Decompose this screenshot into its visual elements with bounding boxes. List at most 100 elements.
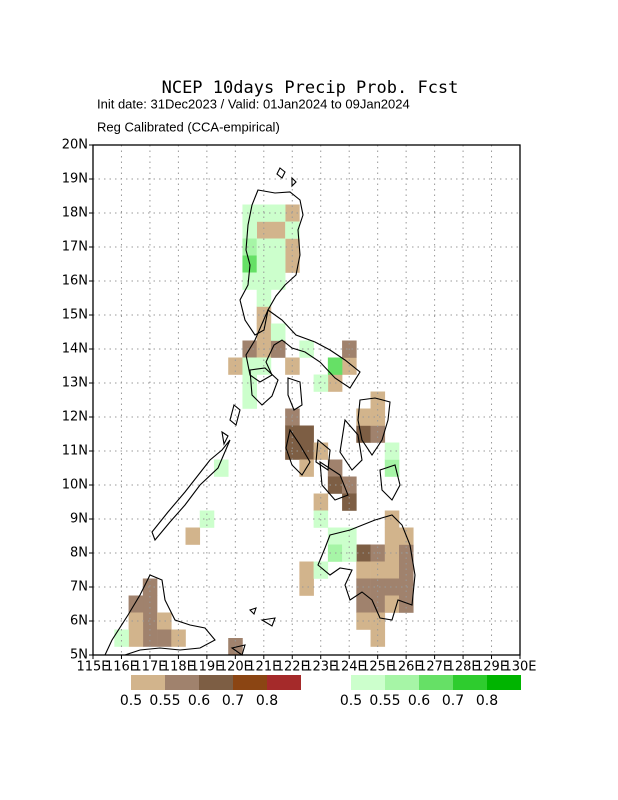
- dry-cell: [399, 561, 414, 579]
- lat-tick-label: 5N: [70, 648, 88, 663]
- wet-cell: [270, 272, 286, 290]
- dry-scale-label: 0.5: [120, 693, 142, 709]
- dry-scale-box: [131, 675, 165, 690]
- dry-cell: [299, 578, 314, 596]
- lon-tick-label: 127E: [418, 660, 451, 675]
- lat-tick-label: 13N: [62, 376, 88, 391]
- dry-cell: [399, 578, 414, 596]
- lat-tick-label: 6N: [70, 614, 88, 629]
- wet-scale-box: [351, 675, 385, 690]
- lat-tick-label: 10N: [62, 478, 88, 493]
- lon-tick-label: 117E: [133, 660, 166, 675]
- wet-cell: [270, 238, 286, 256]
- dry-cell: [142, 578, 158, 596]
- wet-cell: [114, 629, 129, 647]
- dry-scale-box: [267, 675, 301, 690]
- lon-tick-label: 129E: [475, 660, 508, 675]
- dry-cell: [384, 578, 400, 596]
- dry-cell: [142, 595, 158, 613]
- lat-tick-label: 16N: [62, 274, 88, 289]
- map-method: Reg Calibrated (CCA-empirical): [97, 119, 280, 134]
- wet-scale-label: 0.8: [476, 693, 498, 709]
- map-frame: [92, 144, 521, 656]
- wet-cell: [242, 204, 257, 222]
- wet-cell: [213, 459, 229, 477]
- wet-cell: [270, 255, 286, 273]
- dry-cell: [370, 595, 386, 613]
- dry-scale-box: [165, 675, 199, 690]
- dry-cell: [142, 629, 158, 647]
- wet-scale-box: [385, 675, 419, 690]
- lon-tick-label: 128E: [447, 660, 480, 675]
- dry-cell: [285, 255, 300, 273]
- dry-scale-label: 0.7: [222, 693, 244, 709]
- wet-scale-box: [487, 675, 521, 690]
- dry-cell: [299, 442, 314, 460]
- lat-tick-label: 11N: [62, 444, 88, 459]
- dry-cell: [356, 561, 371, 579]
- lat-tick-label: 12N: [62, 410, 88, 425]
- dry-cell: [370, 408, 386, 426]
- dry-scale-box: [233, 675, 267, 690]
- dry-cell: [356, 595, 371, 613]
- wet-cell: [327, 357, 343, 375]
- wet-cell: [242, 221, 257, 239]
- lon-tick-label: 120E: [219, 660, 252, 675]
- wet-cell: [256, 255, 272, 273]
- dry-cell: [128, 612, 144, 630]
- dry-cell: [370, 561, 386, 579]
- lat-tick-label: 19N: [62, 172, 88, 187]
- lon-tick-label: 125E: [361, 660, 394, 675]
- lon-tick-label: 116E: [105, 660, 138, 675]
- wet-cell: [384, 459, 400, 477]
- lon-tick-label: 124E: [333, 660, 366, 675]
- dry-cell: [313, 442, 329, 460]
- dry-scale-label: 0.55: [149, 693, 180, 709]
- wet-scale-box: [419, 675, 453, 690]
- lon-tick-label: 130E: [503, 660, 536, 675]
- lon-tick-label: 123E: [304, 660, 337, 675]
- lat-tick-label: 18N: [62, 206, 88, 221]
- wet-cell: [242, 357, 257, 375]
- wet-cell: [242, 391, 257, 409]
- wet-cell: [299, 340, 314, 358]
- dry-cell: [142, 612, 158, 630]
- wet-cell: [270, 323, 286, 341]
- lon-tick-label: 121E: [247, 660, 280, 675]
- dry-cell: [370, 425, 386, 443]
- lon-tick-label: 118E: [162, 660, 195, 675]
- wet-scale-label: 0.5: [340, 693, 362, 709]
- dry-cell: [384, 527, 400, 545]
- lon-tick-label: 122E: [276, 660, 309, 675]
- wet-cell: [327, 527, 343, 545]
- wet-scale-label: 0.7: [442, 693, 464, 709]
- map-subtitle: Init date: 31Dec2023 / Valid: 01Jan2024 …: [97, 96, 410, 111]
- lon-tick-label: 115E: [76, 660, 109, 675]
- wet-cell: [256, 289, 272, 307]
- lat-tick-label: 15N: [62, 308, 88, 323]
- dry-cell: [399, 595, 414, 613]
- dry-cell: [270, 221, 286, 239]
- dry-cell: [270, 340, 286, 358]
- wet-scale-label: 0.55: [369, 693, 400, 709]
- dry-cell: [370, 391, 386, 409]
- map-title: NCEP 10days Precip Prob. Fcst: [162, 78, 459, 98]
- dry-cell: [370, 612, 386, 630]
- wet-cell: [313, 374, 329, 392]
- wet-cell: [242, 374, 257, 392]
- wet-cell: [242, 272, 257, 290]
- lat-tick-label: 9N: [70, 512, 88, 527]
- dry-cell: [384, 544, 400, 562]
- dry-cell: [342, 493, 357, 511]
- lon-tick-label: 126E: [390, 660, 423, 675]
- wet-cell: [384, 442, 400, 460]
- dry-cell: [171, 629, 186, 647]
- lat-tick-label: 14N: [62, 342, 88, 357]
- lat-tick-label: 8N: [70, 546, 88, 561]
- dry-scale-label: 0.8: [256, 693, 278, 709]
- wet-cell: [313, 561, 329, 579]
- lat-tick-label: 17N: [62, 240, 88, 255]
- wet-scale-label: 0.6: [408, 693, 430, 709]
- dry-scale-box: [199, 675, 233, 690]
